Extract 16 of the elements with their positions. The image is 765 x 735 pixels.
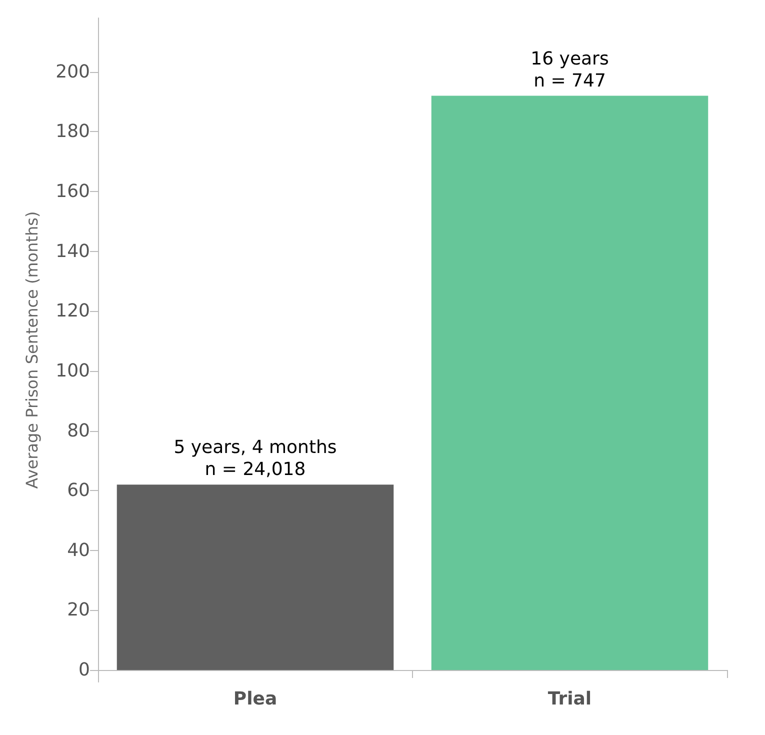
y-tick-label: 120: [56, 300, 90, 322]
y-tick-label: 0: [78, 660, 90, 681]
y-tick-label: 100: [56, 360, 90, 382]
y-tick-label: 20: [67, 600, 90, 621]
x-tick-label: Trial: [548, 688, 592, 710]
y-tick-label: 140: [56, 240, 90, 262]
y-axis-title: Average Prison Sentence (months): [22, 211, 42, 489]
annotation: 5 years, 4 months n = 24,018: [174, 437, 337, 480]
x-tick-label: Plea: [233, 688, 278, 710]
y-tick-label: 200: [56, 61, 90, 82]
y-tick-label: 80: [67, 420, 90, 442]
y-tick-label: 180: [56, 121, 90, 142]
y-tick-label: 60: [67, 480, 90, 502]
y-tick-label: 40: [67, 540, 90, 561]
annotation: 16 years n = 747: [530, 48, 609, 92]
y-tick-label: 160: [56, 180, 90, 202]
